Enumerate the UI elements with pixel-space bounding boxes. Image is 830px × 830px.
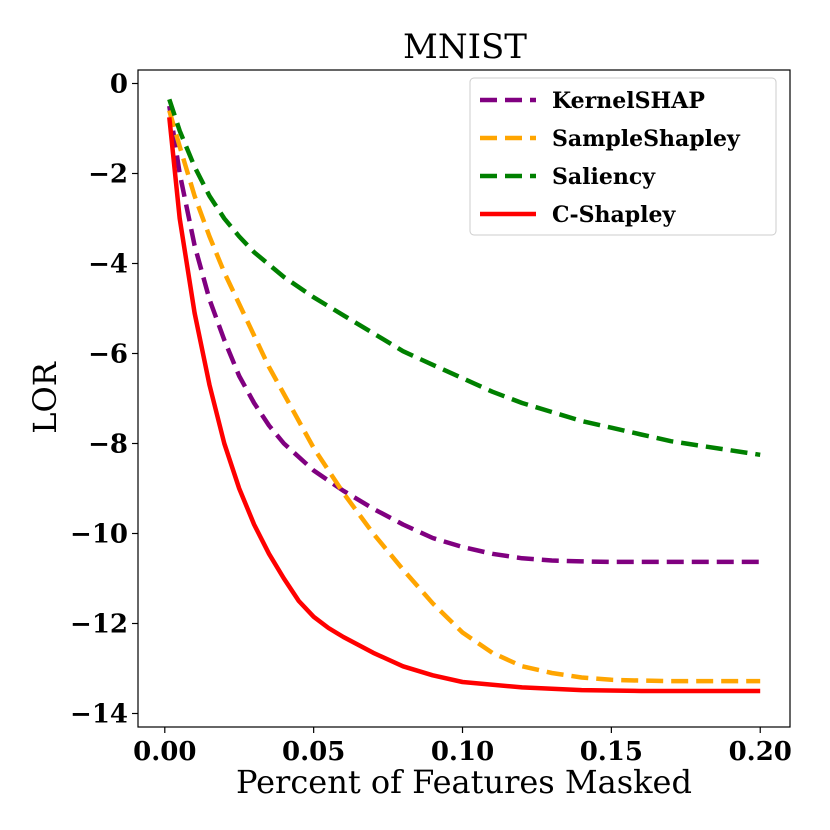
y-tick-label: −2: [88, 160, 128, 190]
chart-title: MNIST: [403, 27, 527, 67]
x-axis-ticks: 0.00 0.05 0.10 0.15 0.20: [133, 727, 792, 767]
y-axis-ticks: 0 −2 −4 −6 −8 −10 −12 −14: [70, 70, 138, 730]
series-line-kernelshap: [167, 105, 761, 565]
series-line-c-shapley: [167, 117, 761, 694]
series-layer: [167, 98, 761, 694]
legend-box: [469, 77, 777, 236]
x-axis-label: Percent of Features Masked: [236, 763, 692, 801]
series-line-sampleshapley: [167, 109, 761, 684]
legend-label-kernelshap: KernelSHAP: [552, 88, 705, 114]
legend: KernelSHAP SampleShapley Saliency C-Shapley: [469, 77, 777, 236]
y-axis-label: LOR: [26, 361, 64, 433]
series-line-saliency: [167, 98, 761, 458]
x-tick-label: 0.10: [431, 737, 494, 767]
y-tick-label: −10: [70, 520, 128, 550]
legend-label-saliency: Saliency: [552, 164, 656, 190]
y-tick-label: −4: [88, 250, 128, 280]
y-tick-label: −8: [88, 430, 128, 460]
x-tick-label: 0.15: [580, 737, 643, 767]
y-tick-label: −14: [70, 700, 128, 730]
y-tick-label: 0: [110, 70, 128, 100]
x-tick-label: 0.00: [133, 737, 196, 767]
y-tick-label: −6: [88, 340, 128, 370]
y-tick-label: −12: [70, 610, 128, 640]
x-tick-label: 0.05: [282, 737, 345, 767]
legend-label-c-shapley: C-Shapley: [552, 202, 677, 228]
legend-label-sampleshapley: SampleShapley: [552, 126, 741, 152]
x-tick-label: 0.20: [729, 737, 792, 767]
